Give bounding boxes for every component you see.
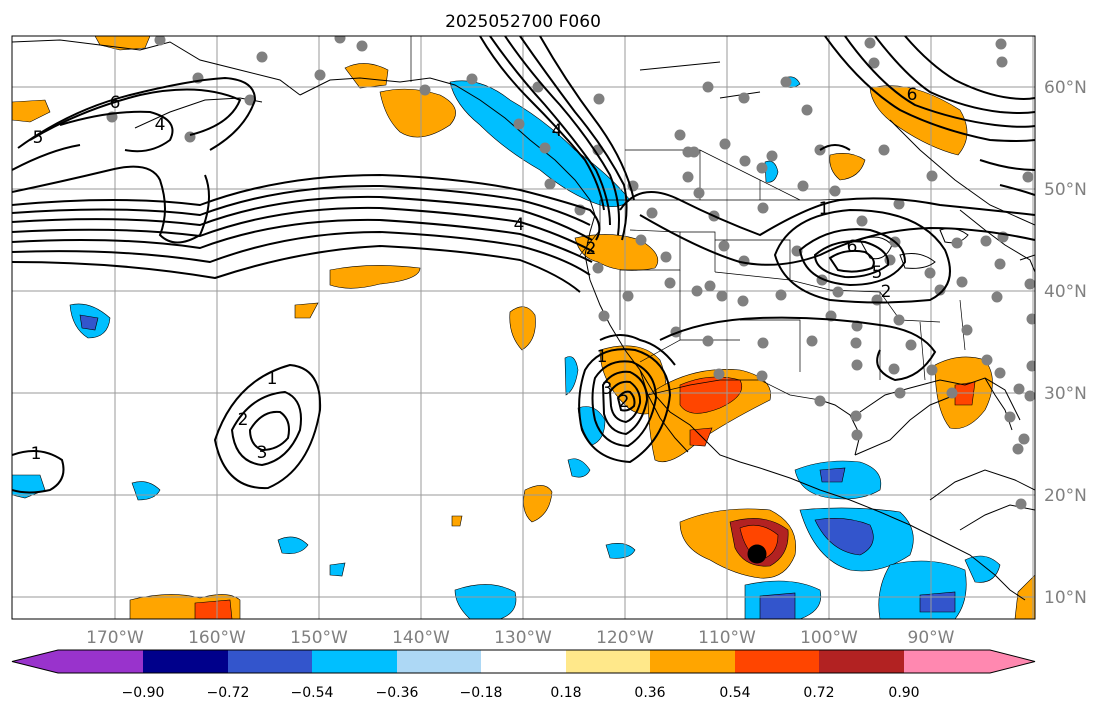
contour-label: 5 (872, 263, 883, 283)
latitude-label: 50°N (1044, 180, 1087, 200)
negative-anomaly-shading (12, 76, 1001, 619)
contour-label: 2 (586, 239, 597, 259)
contour-value-labels: 6 5 4 4 2 1 6 5 4 3 2 1 2 6 1 2 3 1 (31, 85, 918, 464)
colorbar-outline (11, 649, 1036, 674)
contour-label: 4 (514, 215, 525, 235)
graticule (12, 36, 1035, 619)
longitude-label: 150°W (290, 628, 348, 648)
longitude-label: 160°W (188, 628, 246, 648)
contour-label: 3 (602, 379, 613, 399)
colorbar-tick-label: −0.54 (291, 685, 334, 701)
longitude-label: 100°W (800, 628, 858, 648)
contour-label: 1 (597, 347, 608, 367)
colorbar-tick-label: 0.54 (719, 685, 750, 701)
colorbar-swatch (904, 650, 990, 673)
contour-label: 6 (907, 85, 918, 105)
contour-label: 4 (155, 115, 166, 135)
contour-label: 2 (881, 282, 892, 302)
colorbar-extension-low (12, 650, 58, 673)
contour-label: 1 (31, 444, 42, 464)
colorbar-swatch (312, 650, 397, 673)
longitude-label: 110°W (698, 628, 756, 648)
colorbar-tick-label: 0.72 (803, 685, 834, 701)
longitude-labels: 170°W 160°W 150°W 140°W 130°W 120°W 110°… (86, 628, 955, 648)
colorbar-tick-label: −0.72 (207, 685, 250, 701)
latitude-label: 10°N (1044, 588, 1087, 608)
contour-lines (12, 36, 1035, 494)
colorbar-tick-label: −0.36 (376, 685, 419, 701)
longitude-label: 90°W (908, 628, 955, 648)
contour-label: 1 (819, 199, 830, 219)
colorbar-swatch (566, 650, 650, 673)
colorbar-swatch (58, 650, 143, 673)
colorbar-tick-label: 0.36 (634, 685, 665, 701)
contour-label: 6 (110, 93, 121, 113)
colorbar-swatch (481, 650, 566, 673)
contour-label: 1 (267, 369, 278, 389)
contour-label: 2 (238, 410, 249, 430)
colorbar-swatch (819, 650, 904, 673)
latitude-label: 40°N (1044, 282, 1087, 302)
latitude-label: 30°N (1044, 384, 1087, 404)
colorbar-tick-label: 0.18 (550, 685, 581, 701)
longitude-label: 120°W (596, 628, 654, 648)
longitude-label: 170°W (86, 628, 144, 648)
colorbar-extension-high (990, 650, 1035, 673)
colorbar-tick-label: −0.90 (122, 685, 165, 701)
colorbar-swatch (143, 650, 228, 673)
colorbar-tick-label: 0.90 (888, 685, 919, 701)
latitude-label: 60°N (1044, 78, 1087, 98)
contour-label: 6 (847, 237, 858, 257)
colorbar-tick-label: −0.18 (460, 685, 503, 701)
storm-position-marker (747, 544, 767, 564)
latitude-labels: 60°N 50°N 40°N 30°N 20°N 10°N (1044, 78, 1087, 608)
contour-label: 4 (552, 121, 563, 141)
longitude-label: 130°W (494, 628, 552, 648)
longitude-label: 140°W (392, 628, 450, 648)
colorbar-swatch (650, 650, 735, 673)
map-title: 2025052700 F060 (445, 12, 601, 32)
colorbar-swatch (397, 650, 481, 673)
colorbar-swatch (228, 650, 312, 673)
contour-label: 3 (257, 443, 268, 463)
contour-label: 2 (619, 392, 630, 412)
contour-label: 5 (33, 128, 44, 148)
map-panel: 6 5 4 4 2 1 6 5 4 3 2 1 2 6 1 2 3 1 (12, 36, 1035, 619)
colorbar (11, 649, 1036, 674)
colorbar-swatch (735, 650, 819, 673)
coastlines (12, 39, 1035, 601)
latitude-label: 20°N (1044, 486, 1087, 506)
colorbar-tick-labels: −0.90 −0.72 −0.54 −0.36 −0.18 0.18 0.36 … (122, 685, 920, 701)
map-frame (11, 35, 1036, 620)
